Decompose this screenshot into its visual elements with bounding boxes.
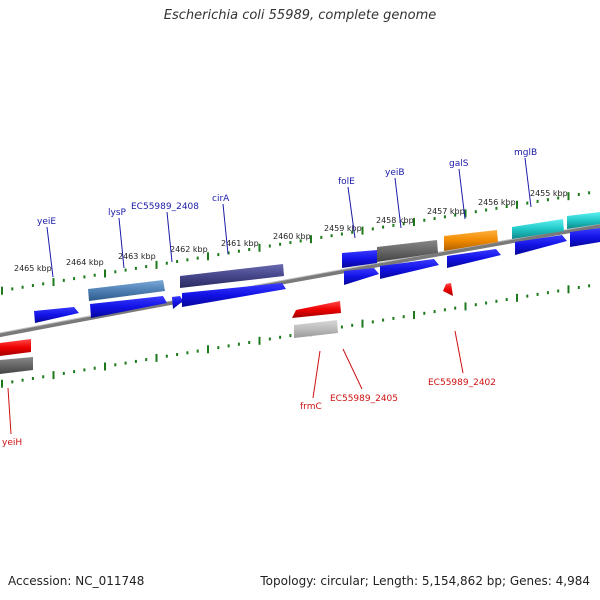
scale-label: 2463 kbp [118,252,156,261]
gene-feature[interactable] [292,301,341,318]
gene-feature[interactable] [172,296,183,309]
scale-label: 2458 kbp [376,216,414,225]
accession-text: Accession: NC_011748 [8,574,145,588]
gene-feature[interactable] [444,230,498,251]
gene-feature[interactable] [377,240,438,262]
gene-feature[interactable] [344,268,379,285]
gene-feature[interactable] [570,228,600,247]
reverse-gene-labels [7,330,464,435]
scale-ticks-forward [1,191,591,295]
gene-feature[interactable] [443,283,453,296]
gene-feature[interactable] [512,219,564,239]
reverse-gene-label-texts: yeiH frmC EC55989_2405 EC55989_2402 [2,378,496,448]
forward-gene-label-texts: yeiE lysP EC55989_2408 cirA folE yeiB ga… [37,148,537,227]
gene-feature[interactable] [447,249,501,268]
gene-feature[interactable] [342,250,377,268]
gene-label-lysP[interactable]: lysP [108,208,127,218]
gene-feature[interactable] [180,264,284,288]
scale-label: 2456 kbp [478,198,516,207]
gene-label-yeiE[interactable]: yeiE [37,217,56,227]
forward-gene-labels [46,157,532,278]
reverse-gene-features [0,283,453,374]
gene-label-yeiB[interactable]: yeiB [385,168,405,178]
scale-label: 2459 kbp [324,224,362,233]
gene-label-EC55989_2408[interactable]: EC55989_2408 [131,202,199,212]
gene-label-cirA[interactable]: cirA [212,194,230,204]
scale-label: 2462 kbp [170,245,208,254]
gene-feature[interactable] [0,357,33,374]
gene-feature[interactable] [294,320,338,338]
scale-label: 2460 kbp [273,232,311,241]
gene-feature[interactable] [380,259,439,279]
gene-feature[interactable] [182,283,286,307]
gene-feature[interactable] [567,212,600,229]
scale-ticks-reverse [1,284,591,388]
gene-feature[interactable] [34,307,79,323]
gene-feature[interactable] [90,296,167,318]
scale-label: 2455 kbp [530,189,568,198]
gene-label-mglB[interactable]: mglB [514,148,537,158]
gene-label-folE[interactable]: folE [338,177,355,187]
gene-label-yeiH[interactable]: yeiH [2,438,22,448]
gene-feature[interactable] [0,339,31,356]
gene-label-EC55989_2402[interactable]: EC55989_2402 [428,378,496,388]
gene-label-frmC[interactable]: frmC [300,402,322,412]
gene-label-galS[interactable]: galS [449,159,469,169]
genome-backbone [0,223,600,338]
scale-label: 2464 kbp [66,258,104,267]
scale-label: 2465 kbp [14,264,52,273]
scale-label: 2461 kbp [221,239,259,248]
map-title: Escherichia coli 55989, complete genome [163,8,437,23]
genome-summary-text: Topology: circular; Length: 5,154,862 bp… [260,574,590,588]
scale-label: 2457 kbp [427,207,465,216]
gene-label-EC55989_2405[interactable]: EC55989_2405 [330,394,398,404]
forward-gene-features [34,212,600,323]
gene-feature[interactable] [515,235,567,255]
scale-labels: 2465 kbp 2464 kbp 2463 kbp 2462 kbp 2461… [14,189,568,273]
gene-feature[interactable] [88,280,165,301]
